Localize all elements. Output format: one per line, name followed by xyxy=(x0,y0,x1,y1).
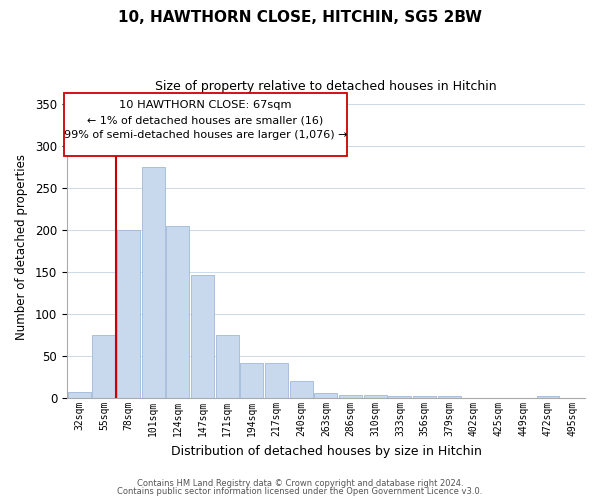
Text: 99% of semi-detached houses are larger (1,076) →: 99% of semi-detached houses are larger (… xyxy=(64,130,347,140)
Bar xyxy=(265,363,288,398)
Bar xyxy=(142,167,165,398)
Bar xyxy=(216,335,239,398)
Bar xyxy=(92,335,115,398)
Bar xyxy=(388,396,412,398)
Text: 10 HAWTHORN CLOSE: 67sqm: 10 HAWTHORN CLOSE: 67sqm xyxy=(119,100,292,110)
Bar xyxy=(438,396,461,398)
Bar xyxy=(413,396,436,398)
Text: Contains HM Land Registry data © Crown copyright and database right 2024.: Contains HM Land Registry data © Crown c… xyxy=(137,478,463,488)
Text: ← 1% of detached houses are smaller (16): ← 1% of detached houses are smaller (16) xyxy=(88,115,323,125)
Bar xyxy=(191,276,214,398)
Bar xyxy=(68,392,91,398)
Bar xyxy=(536,396,559,398)
Y-axis label: Number of detached properties: Number of detached properties xyxy=(15,154,28,340)
Text: 10, HAWTHORN CLOSE, HITCHIN, SG5 2BW: 10, HAWTHORN CLOSE, HITCHIN, SG5 2BW xyxy=(118,10,482,25)
Title: Size of property relative to detached houses in Hitchin: Size of property relative to detached ho… xyxy=(155,80,497,93)
Bar xyxy=(314,393,337,398)
X-axis label: Distribution of detached houses by size in Hitchin: Distribution of detached houses by size … xyxy=(170,444,481,458)
Bar xyxy=(364,395,387,398)
Bar xyxy=(290,382,313,398)
FancyBboxPatch shape xyxy=(64,92,347,156)
Bar xyxy=(166,226,190,398)
Text: Contains public sector information licensed under the Open Government Licence v3: Contains public sector information licen… xyxy=(118,487,482,496)
Bar xyxy=(241,363,263,398)
Bar xyxy=(339,395,362,398)
Bar xyxy=(117,230,140,398)
